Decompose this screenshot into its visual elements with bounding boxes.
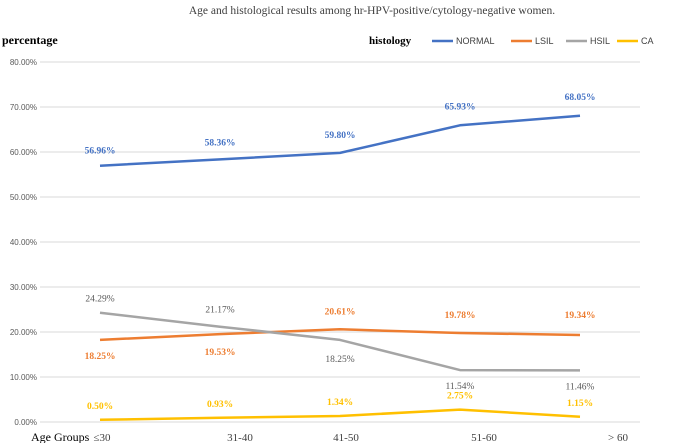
data-label-lsil: 19.34% (565, 311, 596, 321)
data-label-hsil: 18.25% (325, 355, 354, 365)
x-tick-label: 31-40 (227, 432, 253, 443)
legend: NORMAL LSIL HSIL CA (432, 36, 654, 46)
y-tick-label: 60.00% (10, 148, 37, 157)
data-label-normal: 59.80% (325, 131, 356, 141)
y-tick-label: 50.00% (10, 193, 37, 202)
series-line-normal (99, 114, 581, 167)
data-label-normal: 65.93% (445, 102, 476, 112)
legend-label: NORMAL (456, 36, 495, 46)
data-label-ca: 2.75% (447, 392, 473, 402)
y-tick-label: 30.00% (10, 283, 37, 292)
y-axis-label: percentage (2, 33, 58, 47)
y-tick-label: 80.00% (10, 58, 37, 67)
gridlines (40, 61, 640, 423)
y-tick-labels: 0.00% 10.00% 20.00% 30.00% 40.00% 50.00% 60.00… (10, 58, 37, 427)
data-label-ca: 0.93% (207, 400, 233, 410)
series-line-lsil (99, 328, 581, 342)
y-tick-label: 20.00% (10, 328, 37, 337)
x-tick-labels: ≤30 31-40 41-50 51-60 > 60 (93, 432, 628, 443)
x-tick-label: ≤30 (93, 432, 111, 443)
legend-item: NORMAL (432, 36, 495, 46)
data-label-hsil: 11.54% (446, 382, 475, 392)
x-tick-label: 41-50 (333, 432, 359, 443)
y-tick-label: 40.00% (10, 238, 37, 247)
legend-label: HSIL (590, 36, 610, 46)
series-line-ca (99, 408, 581, 422)
data-label-hsil: 11.46% (566, 382, 595, 392)
legend-item: HSIL (566, 36, 610, 46)
data-label-ca: 1.15% (567, 399, 593, 409)
y-tick-label: 70.00% (10, 103, 37, 112)
x-axis-label: Age Groups (31, 430, 90, 443)
x-tick-label: 51-60 (471, 432, 497, 443)
x-tick-label: > 60 (608, 432, 628, 443)
data-label-lsil: 19.78% (445, 311, 476, 321)
data-label-lsil: 19.53% (205, 348, 236, 358)
series-line-hsil (99, 311, 581, 372)
data-label-normal: 68.05% (565, 93, 596, 103)
data-label-ca: 1.34% (327, 398, 353, 408)
data-label-normal: 56.96% (85, 147, 116, 157)
legend-label: LSIL (535, 36, 554, 46)
data-labels: 56.96% 58.36% 59.80% 65.93% 68.05% 18.25% 19.5… (85, 93, 596, 412)
legend-item: CA (617, 36, 654, 46)
legend-item: LSIL (511, 36, 554, 46)
data-label-lsil: 18.25% (85, 352, 116, 362)
y-tick-label: 10.00% (10, 373, 37, 382)
legend-label: CA (641, 36, 654, 46)
y-tick-label: 0.00% (14, 418, 37, 427)
data-label-ca: 0.50% (87, 402, 113, 412)
legend-title: histology (369, 35, 412, 47)
data-label-normal: 58.36% (205, 138, 236, 148)
series-lines (99, 114, 581, 422)
data-label-lsil: 20.61% (325, 307, 356, 317)
data-label-hsil: 24.29% (85, 295, 114, 305)
chart-title: Age and histological results among hr-HP… (189, 5, 555, 17)
data-label-hsil: 21.17% (205, 306, 234, 316)
